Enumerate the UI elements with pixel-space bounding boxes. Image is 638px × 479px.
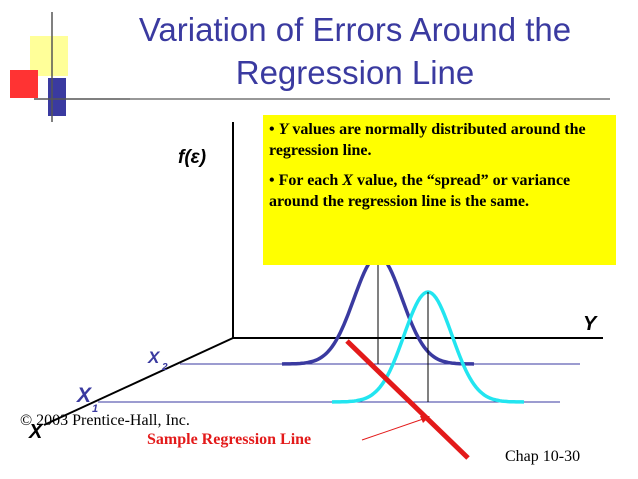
regression-pointer-line [361, 417, 427, 441]
x-axis-label: X [28, 421, 44, 443]
y-axis-label: Y [583, 313, 598, 335]
callout-bullet-2-var: X [342, 172, 353, 189]
sample-regression-line [345, 339, 470, 460]
regression-line-label: Sample Regression Line [147, 431, 312, 448]
x1-label-main: X [76, 384, 93, 407]
f-axis-label: f(ε) [178, 147, 206, 168]
x2-label: X 2 [147, 348, 168, 373]
callout-bullet-2: • For each X value, the “spread” or vari… [269, 172, 571, 210]
logo-square-yellow [30, 36, 68, 76]
callout-box: • Y values are normally distributed arou… [263, 115, 616, 265]
title-line-2: Regression Line [235, 54, 475, 91]
logo-square-blue [48, 78, 66, 116]
title-line-1: Variation of Errors Around the [138, 11, 572, 48]
x2-label-main: X [147, 348, 161, 367]
callout-bullet-1-var: Y [278, 121, 289, 138]
copyright: © 2003 Prentice-Hall, Inc. [20, 412, 190, 429]
chapter-number: Chap 10-30 [505, 448, 581, 465]
x1-label: X 1 [76, 384, 98, 415]
callout-bullet-1: • Y values are normally distributed arou… [269, 121, 586, 159]
regression-pointer-arrowhead [420, 416, 430, 423]
callout-bullet-2-pre: For each [278, 172, 343, 189]
corner-logo [10, 12, 130, 122]
callout-bullet-1-text: values are normally distributed around t… [269, 121, 586, 159]
x-axis [43, 337, 234, 426]
callout-bullet-2-text: value, the “spread” or variance around t… [269, 172, 571, 210]
x1-label-sub: 1 [92, 403, 98, 415]
x2-label-sub: 2 [161, 362, 168, 373]
logo-square-red [10, 70, 38, 98]
